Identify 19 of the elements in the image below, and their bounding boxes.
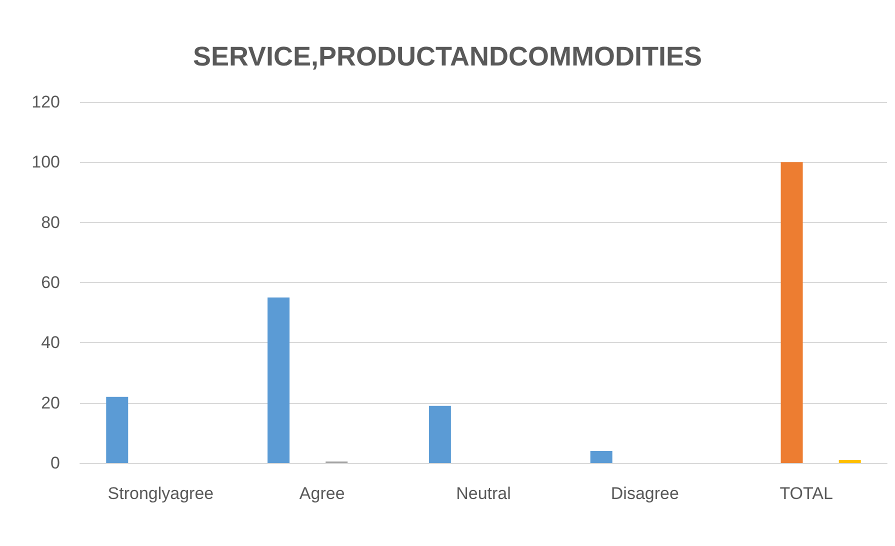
y-tick-label: 40 <box>41 333 60 352</box>
bar <box>590 450 612 463</box>
bar <box>838 460 861 463</box>
x-tick-label: Disagree <box>610 484 679 503</box>
bar <box>428 406 451 463</box>
x-tick-label: Neutral <box>456 484 511 503</box>
bar <box>268 298 290 463</box>
y-tick-label: 20 <box>41 393 60 412</box>
y-tick-label: 120 <box>32 92 60 112</box>
chart-title: SERVICE,PRODUCTANDCOMMODITIES <box>192 42 702 72</box>
y-tick-label: 60 <box>41 273 60 292</box>
x-tick-label: TOTAL <box>780 484 833 503</box>
y-tick-label: 100 <box>32 152 60 172</box>
x-tick-label: Stronglyagree <box>108 484 214 503</box>
bar <box>780 162 803 463</box>
bar <box>106 396 128 463</box>
y-tick-label: 80 <box>41 212 60 232</box>
y-tick-label: 0 <box>50 454 60 472</box>
x-tick-label: Agree <box>299 484 345 503</box>
